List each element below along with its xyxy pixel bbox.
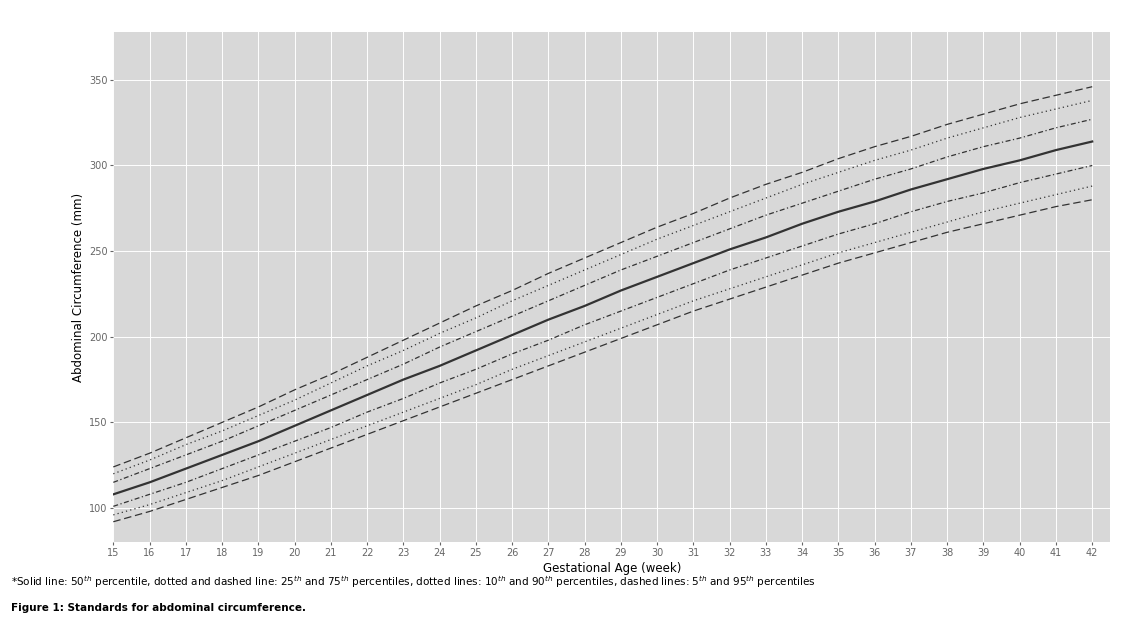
X-axis label: Gestational Age (week): Gestational Age (week) (543, 562, 681, 575)
Y-axis label: Abdominal Circumference (mm): Abdominal Circumference (mm) (73, 193, 85, 382)
Text: Figure 1: Standards for abdominal circumference.: Figure 1: Standards for abdominal circum… (11, 603, 306, 613)
Text: *Solid line: 50$^{th}$ percentile, dotted and dashed line: 25$^{th}$ and 75$^{th: *Solid line: 50$^{th}$ percentile, dotte… (11, 574, 816, 590)
